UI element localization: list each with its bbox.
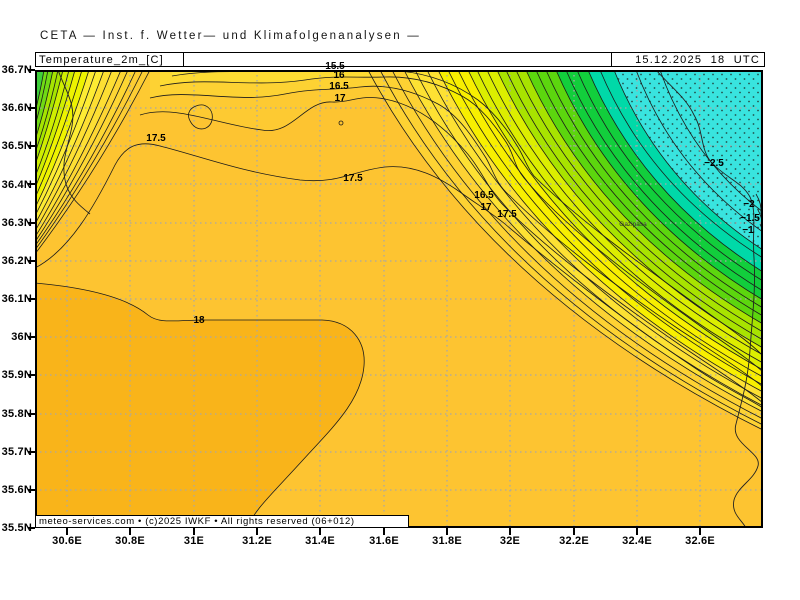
y-axis-ticks	[28, 69, 35, 529]
x-tick-label: 30.8E	[115, 535, 145, 547]
y-tick-label: 35.7N	[1, 446, 32, 458]
contour-label: −1.5	[740, 213, 760, 224]
datetime-label: 15.12.2025 18 UTC	[611, 53, 764, 66]
x-tick-label: 30.6E	[52, 535, 82, 547]
x-tick-label: 31.6E	[369, 535, 399, 547]
page-title: CETA — Inst. f. Wetter— und Klimafolgena…	[40, 30, 421, 42]
temperature-field	[35, 70, 763, 528]
contour-label: 18	[193, 315, 205, 326]
x-tick-label: 31.8E	[432, 535, 462, 547]
y-tick-label: 35.8N	[1, 408, 32, 420]
y-tick-label: 36N	[11, 331, 32, 343]
attribution-box: meteo-services.com • (c)2025 IWKF • All …	[35, 515, 409, 528]
contour-label: −1	[742, 225, 754, 236]
x-tick-label: 31E	[183, 535, 205, 547]
x-tick-label: 31.4E	[305, 535, 335, 547]
y-tick-label: 36.5N	[1, 140, 32, 152]
x-tick-label: 32.4E	[622, 535, 652, 547]
y-tick-label: 35.9N	[1, 369, 32, 381]
x-tick-label: 32.6E	[685, 535, 715, 547]
y-tick-label: 36.3N	[1, 217, 32, 229]
x-axis-ticks	[66, 528, 701, 535]
y-tick-label: 36.6N	[1, 102, 32, 114]
place-label: Gazipasa	[619, 221, 647, 228]
contour-label: −2.5	[704, 158, 724, 169]
contour-label: 15.5	[325, 61, 345, 72]
contour-label: 16.5	[329, 81, 349, 92]
contour-lines	[35, 70, 763, 528]
x-tick-label: 32E	[499, 535, 521, 547]
y-tick-label: 35.5N	[1, 522, 32, 534]
contour-label: 16.5	[474, 190, 494, 201]
contour-label: 17.5	[146, 133, 166, 144]
x-tick-label: 32.2E	[559, 535, 589, 547]
coastline	[57, 70, 759, 528]
y-tick-label: 36.2N	[1, 255, 32, 267]
header-strip: Temperature_2m_[C] 15.12.2025 18 UTC	[35, 52, 765, 67]
contour-labels: 15.5 16 16.5 17 17.5 17.5 16.5 17 17.5 1…	[146, 61, 760, 326]
contour-label: 17	[480, 202, 492, 213]
y-tick-label: 36.7N	[1, 64, 32, 76]
variable-label: Temperature_2m_[C]	[36, 53, 184, 66]
y-tick-label: 36.1N	[1, 293, 32, 305]
contour-label: −2	[743, 199, 755, 210]
contour-label: 17.5	[497, 209, 517, 220]
contour-label: 17	[334, 93, 346, 104]
contour-label: 16	[333, 70, 345, 81]
contour-label: 17.5	[343, 173, 363, 184]
x-tick-label: 31.2E	[242, 535, 272, 547]
y-tick-label: 36.4N	[1, 179, 32, 191]
y-tick-label: 35.6N	[1, 484, 32, 496]
